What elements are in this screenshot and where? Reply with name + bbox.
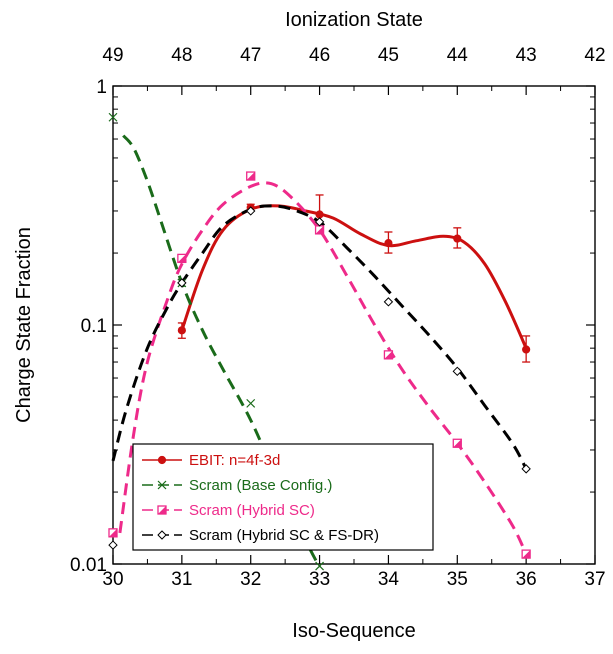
x2-tick-label: 48 <box>171 45 192 66</box>
data-point <box>315 210 324 219</box>
legend-label: EBIT: n=4f-3d <box>189 452 280 469</box>
x-tick-label: 35 <box>447 569 468 590</box>
x2-tick-label: 46 <box>309 45 330 66</box>
data-point <box>452 366 462 377</box>
x2-tick-label: 47 <box>240 45 261 66</box>
data-point <box>108 112 118 122</box>
legend: EBIT: n=4f-3d Scram (Base Config.) Scram (… <box>132 443 434 551</box>
y-axis-title: Charge State Fraction <box>13 227 35 423</box>
data-point <box>246 398 256 408</box>
legend-marker <box>157 530 167 540</box>
data-point <box>521 464 531 474</box>
legend-box <box>132 443 434 551</box>
y-tick-label: 0.01 <box>70 555 107 576</box>
x2-tick-label: 44 <box>447 45 469 66</box>
data-point <box>314 217 325 227</box>
x2-tick-label: 45 <box>378 45 399 66</box>
x2-axis-title: Ionization State <box>285 9 423 31</box>
data-point <box>521 549 531 559</box>
x-tick-label: 37 <box>584 569 605 590</box>
x-axis-title: Iso-Sequence <box>292 620 415 642</box>
legend-label: Scram (Base Config.) <box>189 477 332 494</box>
data-point <box>246 171 256 181</box>
x-tick-label: 30 <box>102 569 123 590</box>
data-point <box>452 438 462 448</box>
x-tick-label: 36 <box>516 569 537 590</box>
legend-label: Scram (Hybrid SC & FS-DR) <box>189 527 379 544</box>
data-point <box>383 350 394 360</box>
x-tick-label: 32 <box>240 569 261 590</box>
data-point <box>108 540 118 550</box>
data-point <box>522 345 531 354</box>
x-tick-label: 34 <box>378 569 400 590</box>
x2-tick-label: 42 <box>584 45 605 66</box>
data-point <box>177 326 186 335</box>
legend-marker <box>157 455 167 465</box>
data-point <box>177 253 187 264</box>
data-point <box>315 561 324 571</box>
data-point <box>314 225 325 235</box>
legend-label: Scram (Hybrid SC) <box>189 502 315 519</box>
x-tick-label: 31 <box>171 569 192 590</box>
x2-tick-label: 49 <box>102 45 123 66</box>
series-line <box>111 204 528 470</box>
x-tick-label: 33 <box>309 569 330 590</box>
y-tick-label: 0.1 <box>81 316 107 337</box>
legend-marker <box>157 480 167 490</box>
data-point <box>384 239 393 248</box>
data-point <box>108 528 118 538</box>
y-tick-label: 1 <box>96 77 107 98</box>
data-point <box>453 234 462 243</box>
legend-marker <box>157 505 167 515</box>
x2-tick-label: 43 <box>516 45 537 66</box>
data-point <box>177 278 187 288</box>
series-line <box>180 204 528 349</box>
data-point <box>383 297 394 307</box>
data-point <box>246 206 256 216</box>
